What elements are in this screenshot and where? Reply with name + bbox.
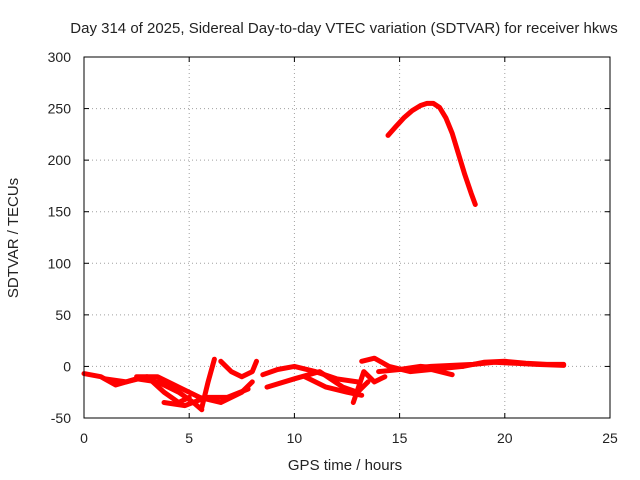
plot-frame [83,56,611,419]
x-tick-label: 5 [185,430,193,446]
x-axis-label: GPS time / hours [288,457,402,474]
x-tick-label: 10 [287,430,303,446]
series-line-sat-e [199,356,217,411]
x-tick-label: 20 [497,430,513,446]
x-tick-label: 25 [602,430,618,446]
series-line-sat-j [350,369,388,405]
y-tick-label: -50 [51,410,71,426]
y-tick-label: 50 [55,307,71,323]
grid-layer [84,57,610,418]
series-layer [81,100,567,413]
series-line-sat-b [102,374,192,405]
x-tick-label: 15 [392,430,408,446]
y-tick-label: 200 [48,152,72,168]
y-tick-label: 300 [48,49,72,65]
y-tick-label: 0 [63,358,71,374]
y-tick-label: 150 [48,204,72,220]
y-tick-label: 250 [48,101,72,117]
tick-layer: 0 5 10 15 20 25 -50 0 50 100 150 200 250 300 [48,49,618,446]
chart-title: Day 314 of 2025, Sidereal Day-to-day VTE… [70,20,617,37]
series-line-sat-high [385,100,478,207]
series-line-sat-g [260,363,360,385]
series-line-sat-n [460,358,567,369]
x-tick-label: 0 [80,430,88,446]
y-tick-label: 100 [48,255,72,271]
series-line-sat-f [218,358,259,380]
y-axis-label: SDTVAR / TECUs [5,178,22,298]
